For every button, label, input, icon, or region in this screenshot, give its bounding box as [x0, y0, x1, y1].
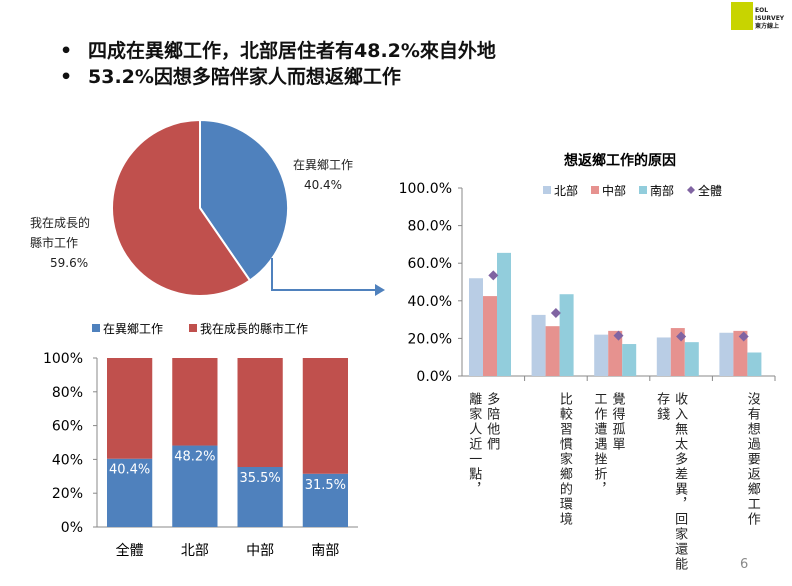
x-tick-label: 北部 — [181, 543, 209, 559]
x-category-label: 離家人近一點， — [466, 392, 482, 497]
bar-北部 — [531, 314, 546, 376]
stacked-bar-1 — [107, 358, 153, 459]
diamond-marker — [676, 331, 687, 342]
chart-title: 想返鄉工作的原因 — [563, 152, 676, 169]
legend-swatch — [591, 186, 599, 194]
legend-label: 中部 — [602, 183, 626, 198]
bullet-1: • 四成在異鄉工作，北部居住者有48.2%來自外地 — [60, 40, 496, 62]
diamond-marker — [488, 270, 499, 281]
y-tick-label: 80% — [52, 385, 83, 401]
x-category-label: 比較習慣家鄉的環境 — [556, 392, 572, 527]
pie-slice-0 — [199, 118, 289, 282]
logo: EOL ISURVEY 東方線上 — [731, 2, 789, 34]
stacked-bar-0 — [107, 458, 153, 527]
stacked-bar-0 — [172, 445, 218, 527]
y-tick-label: 40% — [52, 452, 83, 468]
y-tick-label: 80.0% — [408, 219, 452, 235]
x-category-label: 沒有想過要返鄉工作 — [744, 392, 760, 527]
stacked-bar-1 — [302, 358, 348, 474]
diamond-marker — [613, 330, 624, 341]
bar-data-label: 48.2% — [174, 450, 215, 465]
x-category-label: 存錢 — [654, 392, 670, 422]
bar-北部 — [594, 334, 609, 376]
diamond-marker — [550, 308, 561, 319]
bar-中部 — [483, 296, 497, 376]
bar-南部 — [684, 342, 699, 376]
logo-eye-icon — [731, 2, 753, 30]
x-category-label: 多陪他們 — [484, 392, 500, 452]
pie-label-home: 我在成長的縣市工作 59.6% — [30, 216, 91, 270]
x-category-label: 收入無太多差異，回家還能 — [672, 392, 688, 572]
y-tick-label: 40.0% — [408, 294, 452, 310]
logo-text: 東方線上 — [755, 23, 780, 30]
bar-中部 — [608, 330, 623, 376]
y-tick-label: 20% — [52, 486, 83, 502]
arrow-head-icon — [375, 284, 385, 296]
legend-swatch — [92, 324, 100, 332]
x-category-label: 覺得孤單 — [609, 392, 625, 452]
legend-label: 在異鄉工作 — [103, 322, 163, 336]
y-tick-label: 20.0% — [408, 331, 452, 347]
bar-中部 — [733, 330, 748, 376]
x-category-label: 工作遭遇挫折， — [591, 392, 607, 497]
stacked-bar-1 — [237, 358, 283, 468]
bar-南部 — [497, 252, 511, 376]
bar-data-label: 40.4% — [109, 463, 150, 478]
y-tick-label: 100.0% — [399, 181, 452, 197]
bar-南部 — [559, 294, 574, 376]
legend-swatch — [189, 324, 197, 332]
y-tick-label: 60.0% — [408, 256, 452, 272]
bar-data-label: 35.5% — [239, 471, 280, 486]
x-tick-label: 全體 — [116, 542, 144, 559]
bullet-text: 53.2%因想多陪伴家人而想返鄉工作 — [88, 66, 401, 88]
legend-label: 我在成長的縣市工作 — [200, 321, 308, 336]
page-number: 6 — [740, 557, 749, 572]
stacked-bar-0 — [237, 467, 283, 527]
connector-arrow-line — [271, 258, 375, 291]
y-tick-label: 100% — [43, 351, 83, 367]
bullet-2: • 53.2%因想多陪伴家人而想返鄉工作 — [60, 66, 401, 88]
bar-北部 — [656, 337, 671, 376]
bar-北部 — [469, 278, 483, 376]
legend-label: 全體 — [698, 183, 722, 198]
logo-text: ISURVEY — [755, 15, 785, 22]
stacked-bar-1 — [172, 358, 218, 446]
bar-北部 — [719, 332, 734, 376]
logo-text: EOL — [755, 7, 769, 14]
stacked-bar-0 — [302, 473, 348, 527]
bar-南部 — [747, 352, 762, 376]
y-tick-label: 0% — [61, 520, 83, 536]
pie-label-away: 在異鄉工作 40.4% — [292, 158, 353, 192]
y-tick-label: 0.0% — [416, 369, 452, 385]
bar-data-label: 31.5% — [305, 478, 346, 493]
legend-label: 北部 — [554, 183, 578, 198]
diamond-marker — [738, 331, 749, 342]
legend-swatch — [543, 186, 551, 194]
legend-swatch — [639, 186, 647, 194]
bar-南部 — [622, 344, 637, 376]
legend-diamond-icon — [687, 186, 695, 194]
bullet-text: 四成在異鄉工作，北部居住者有48.2%來自外地 — [88, 40, 496, 62]
y-tick-label: 60% — [52, 419, 83, 435]
x-tick-label: 中部 — [246, 543, 274, 559]
x-tick-label: 南部 — [311, 543, 339, 559]
legend-label: 南部 — [650, 183, 674, 198]
pie-slice-1 — [111, 118, 252, 297]
bar-中部 — [545, 326, 560, 376]
